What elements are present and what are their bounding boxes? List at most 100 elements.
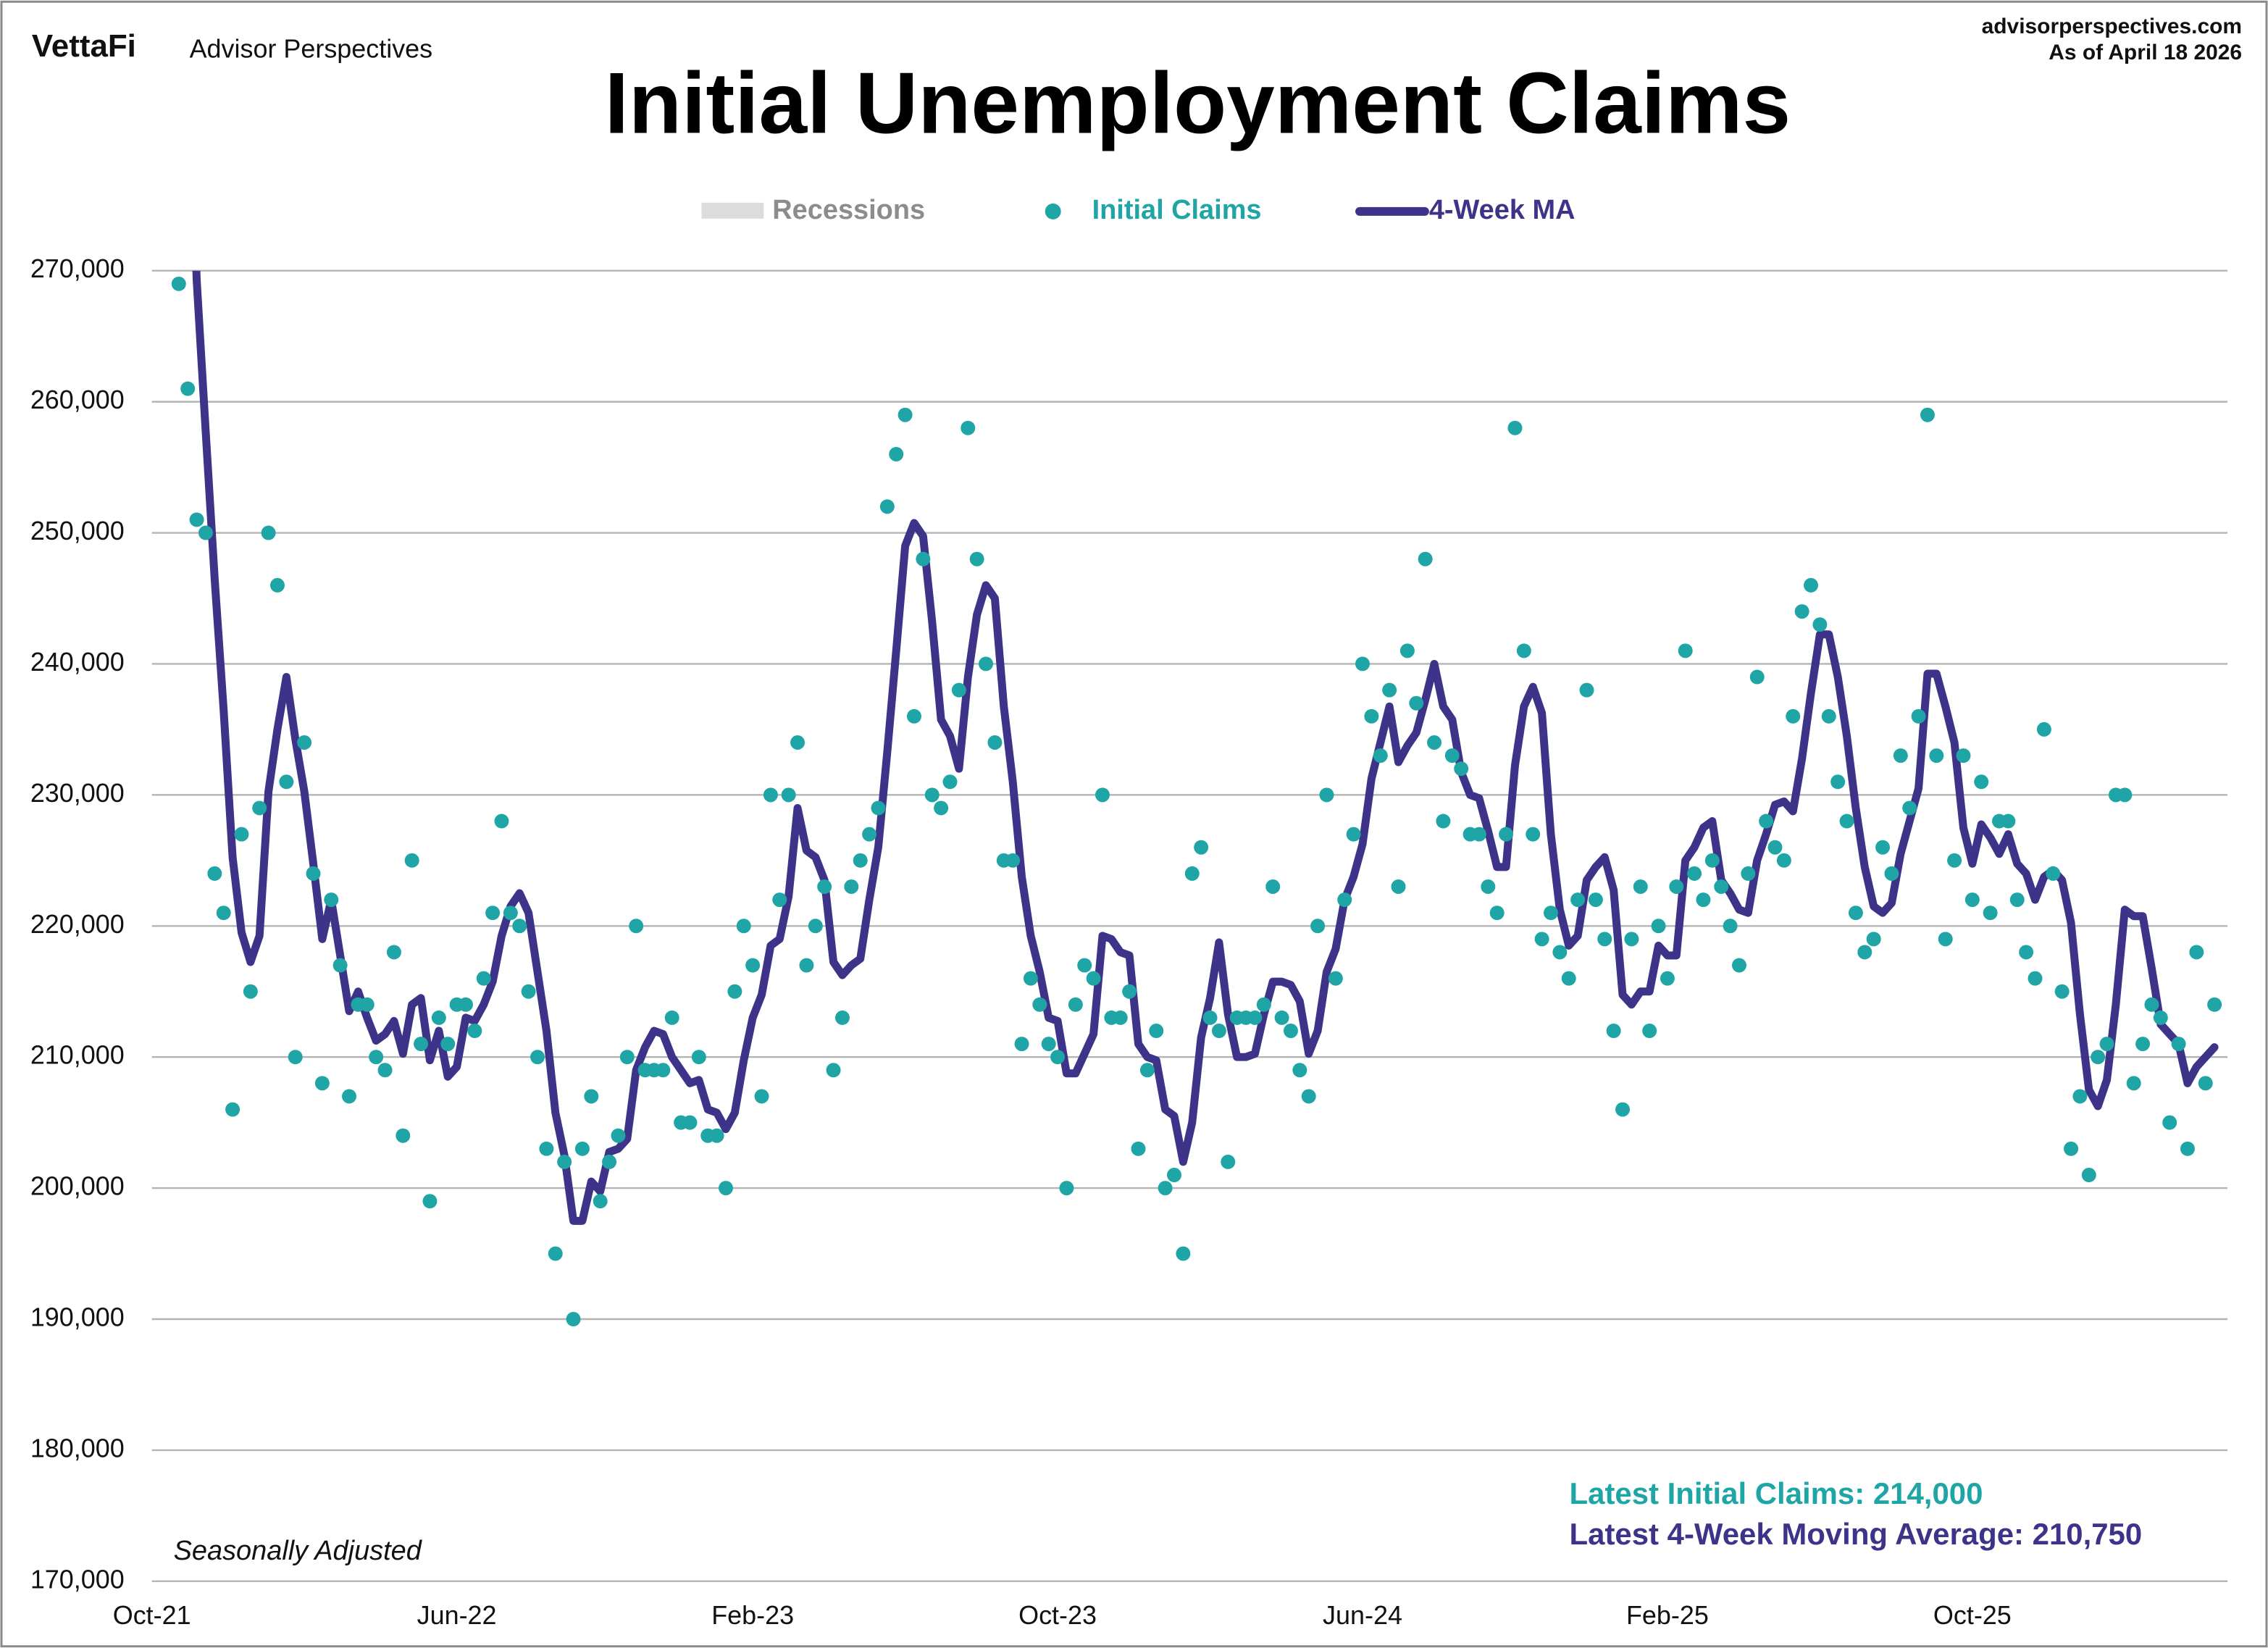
data-point [180,381,196,396]
data-point [1830,774,1846,790]
ma-line [192,270,2219,1225]
data-point [2180,1141,2195,1156]
legend-swatch [1045,203,1061,219]
data-point [1526,827,1541,842]
data-point [2153,1010,2168,1025]
data-point [512,919,527,934]
data-point [817,879,832,894]
data-point [1642,1024,1657,1038]
data-point [1759,813,1774,829]
data-point [593,1194,608,1209]
data-point [1149,1024,1164,1038]
data-point [1974,774,1989,790]
data-point [1669,879,1684,894]
data-point [2171,1037,2186,1052]
data-point [1920,407,1935,422]
data-point [1391,879,1406,894]
data-point [1866,932,1881,947]
data-point [1221,1154,1236,1169]
data-point [1086,971,1101,986]
data-point [2135,1037,2151,1052]
data-point [1947,853,1962,868]
data-point [2126,1076,2141,1091]
data-point [1561,971,1576,986]
data-point [1211,1024,1226,1038]
data-point [404,853,419,868]
data-point [1399,643,1415,658]
data-point [629,919,644,934]
data-point [889,447,904,461]
data-point [934,800,949,816]
data-point [386,945,401,960]
data-point [270,577,285,593]
data-point [1032,997,1047,1012]
data-point [1687,866,1702,881]
data-point [1202,1010,1218,1025]
data-point [1319,787,1334,803]
data-point [324,892,339,908]
data-point [1184,866,1200,881]
y-tick-label: 260,000 [30,385,125,414]
legend-swatch [701,202,764,219]
data-point [1077,958,1092,973]
data-point [951,682,966,698]
data-point [1068,997,1083,1012]
x-tick-label: Oct-25 [1933,1600,2012,1630]
data-point [2162,1115,2177,1130]
data-point [1274,1010,1289,1025]
data-point [1633,879,1648,894]
data-point [1256,997,1271,1012]
x-tick-label: Feb-23 [711,1600,794,1630]
y-tick-label: 270,000 [30,254,125,283]
data-point [2117,787,2133,803]
data-point [279,774,294,790]
data-point [171,276,186,291]
data-point [566,1312,581,1326]
data-point [458,997,473,1012]
y-tick-label: 230,000 [30,778,125,808]
data-point [1588,892,1603,908]
data-point [1767,840,1783,855]
data-point [1893,748,1908,764]
data-point [1929,748,1944,764]
data-point [2099,1037,2114,1052]
data-point [431,1010,446,1025]
y-tick-label: 250,000 [30,516,125,545]
data-point [1489,905,1505,921]
data-point [584,1089,599,1104]
data-point [1436,813,1451,829]
data-point [1848,905,1863,921]
data-point [1902,800,1917,816]
data-point [611,1128,626,1143]
data-point [2064,1141,2079,1156]
x-tick-label: Oct-23 [1018,1600,1097,1630]
data-point [979,656,994,672]
data-point [1301,1089,1316,1104]
data-point [1247,1010,1263,1025]
data-point [1167,1168,1181,1182]
data-point [1355,656,1370,672]
data-point [2189,945,2204,960]
data-point [1956,748,1971,764]
data-point [306,866,321,881]
data-point [207,866,222,881]
data-point [1265,879,1281,894]
data-point [1122,984,1137,999]
data-point [1714,879,1729,894]
data-point [1292,1063,1307,1078]
data-point [781,787,796,803]
data-point [1364,708,1379,724]
data-point [521,984,536,999]
data-point [494,813,509,829]
brand: VettaFi [32,28,136,64]
data-point [1875,840,1891,855]
data-point [1041,1037,1056,1052]
data-point [377,1063,393,1078]
data-point [1139,1063,1155,1078]
chart-title: Initial Unemployment Claims [605,56,1791,152]
site: advisorperspectives.com [1982,14,2242,38]
y-tick-label: 220,000 [30,909,125,939]
data-point [1552,945,1568,960]
data-point [1964,892,1980,908]
data-point [826,1063,841,1078]
